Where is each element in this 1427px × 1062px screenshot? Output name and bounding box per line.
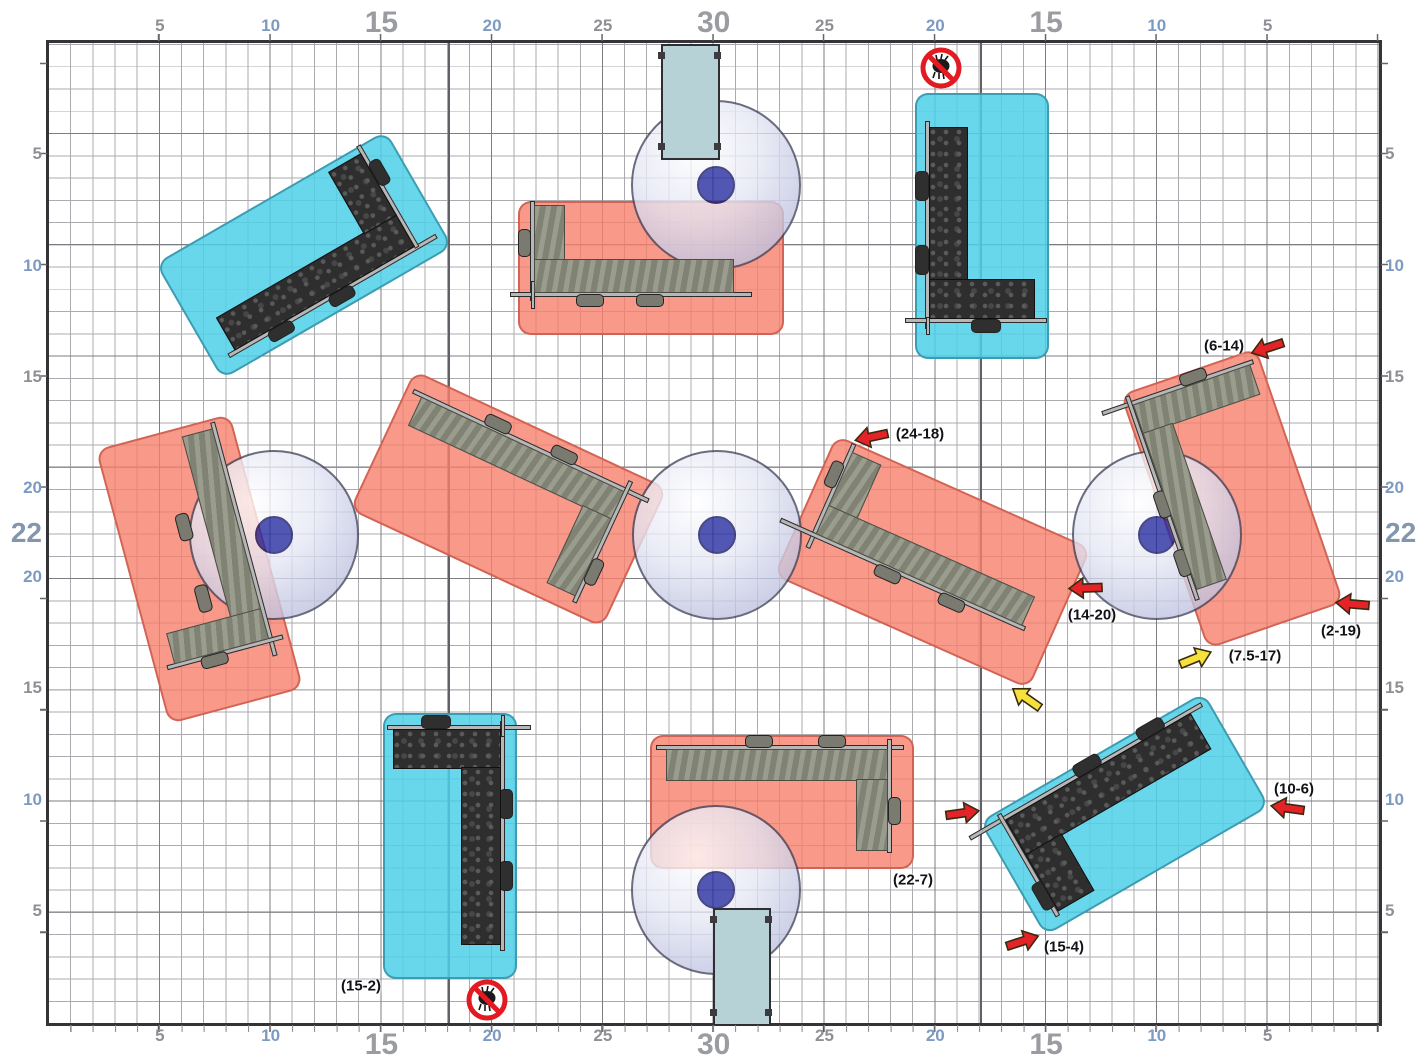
ruler-top-30: 30 xyxy=(697,6,731,39)
ruler-bottom-15: 15 xyxy=(364,1028,399,1061)
ruler-bottom-30: 30 xyxy=(697,1028,731,1061)
ruler-right-10: 10 xyxy=(1385,255,1404,275)
ruler-bottom-25: 25 xyxy=(593,1026,613,1045)
ruler-top-5: 5 xyxy=(155,16,165,35)
ruler-left-15: 15 xyxy=(23,678,42,698)
ruler-bottom-10: 10 xyxy=(1147,1026,1167,1045)
ruler-bottom-20: 20 xyxy=(925,1026,945,1045)
ruler-right-5: 5 xyxy=(1385,144,1395,164)
ruler-right-20: 20 xyxy=(1385,567,1404,586)
ruler-top-10: 10 xyxy=(1147,16,1167,35)
tick-strip-bottom xyxy=(49,1025,1379,1032)
ruler-top-20: 20 xyxy=(482,16,502,35)
field-grid xyxy=(46,40,1382,1026)
ruler-right-5: 5 xyxy=(1385,900,1395,920)
ruler-top-20: 20 xyxy=(925,16,945,35)
ruler-bottom-10: 10 xyxy=(261,1026,281,1045)
zone-line xyxy=(448,43,450,1023)
ruler-left-15: 15 xyxy=(23,366,42,386)
ruler-top-10: 10 xyxy=(261,16,281,35)
ruler-right-10: 10 xyxy=(1385,789,1404,809)
ruler-right-15: 15 xyxy=(1385,366,1404,386)
ruler-bottom-15: 15 xyxy=(1029,1028,1063,1061)
ruler-right-22: 22 xyxy=(1385,516,1417,548)
ruler-left-5: 5 xyxy=(32,900,42,920)
ruler-left-5: 5 xyxy=(32,144,42,164)
ruler-top-25: 25 xyxy=(815,16,834,35)
ruler-bottom-25: 25 xyxy=(815,1026,834,1045)
ruler-left-10: 10 xyxy=(23,255,42,275)
ruler-bottom-5: 5 xyxy=(155,1026,165,1045)
tick-strip-right xyxy=(1381,43,1388,1023)
ruler-top-5: 5 xyxy=(1262,16,1273,35)
ruler-bottom-5: 5 xyxy=(1262,1026,1273,1045)
ruler-left-20: 20 xyxy=(23,478,42,497)
ruler-bottom-20: 20 xyxy=(482,1026,502,1045)
ruler-left-22: 22 xyxy=(10,516,42,548)
ruler-top-25: 25 xyxy=(593,16,613,35)
ruler-right-20: 20 xyxy=(1385,478,1404,497)
zone-line xyxy=(980,43,982,1023)
ruler-top-15: 15 xyxy=(1029,6,1063,39)
ruler-left-20: 20 xyxy=(23,567,42,586)
ruler-left-10: 10 xyxy=(23,789,42,809)
ruler-top-15: 15 xyxy=(364,6,399,39)
ruler-right-15: 15 xyxy=(1385,678,1404,698)
